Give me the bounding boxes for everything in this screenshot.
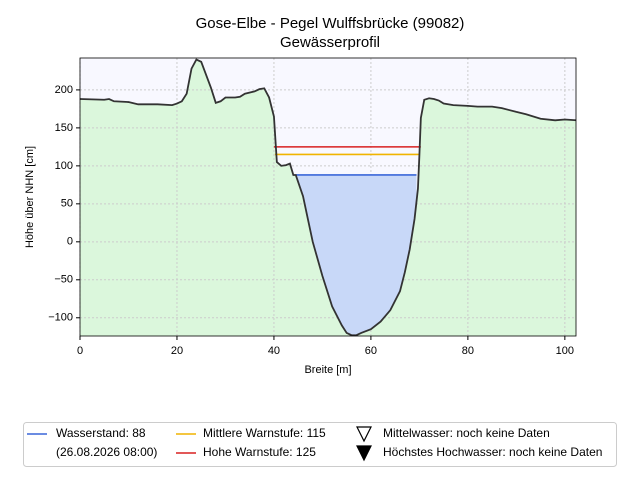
legend-marker (356, 426, 372, 443)
x-tick-label: 0 (77, 345, 83, 357)
y-tick-label: 200 (55, 84, 73, 96)
y-tick-label: −50 (54, 274, 73, 286)
x-axis-label: Breite [m] (304, 364, 351, 376)
x-tick-label: 40 (268, 345, 280, 357)
legend-marker (356, 445, 372, 462)
legend-label: Mittlere Warnstufe: 115 (203, 426, 326, 440)
x-tick-label: 100 (556, 345, 574, 357)
legend-note: (26.08.2026 08:00) (56, 445, 157, 459)
x-tick-label: 80 (462, 345, 474, 357)
x-tick-label: 20 (171, 345, 183, 357)
chart-title: Gose-Elbe - Pegel Wulffsbrücke (99082) (196, 15, 465, 32)
y-tick-label: 0 (67, 236, 73, 248)
x-tick-label: 60 (365, 345, 377, 357)
y-tick-label: 50 (61, 198, 73, 210)
ground (80, 59, 576, 336)
profile-line (79, 58, 577, 337)
legend-label: Mittelwasser: noch keine Daten (383, 426, 550, 440)
chart-subtitle: Gewässerprofil (280, 34, 380, 51)
y-axis-label: Höhe über NHN [cm] (24, 146, 36, 248)
y-tick-label: −100 (48, 312, 73, 324)
legend-label: Wasserstand: 88 (56, 426, 146, 440)
plot-frame (79, 57, 577, 337)
y-tick-label: 150 (55, 122, 73, 134)
legend-label: Hohe Warnstufe: 125 (203, 445, 316, 459)
y-tick-label: 100 (55, 160, 73, 172)
legend-box (23, 422, 617, 467)
legend-label: Höchstes Hochwasser: noch keine Daten (383, 445, 602, 459)
